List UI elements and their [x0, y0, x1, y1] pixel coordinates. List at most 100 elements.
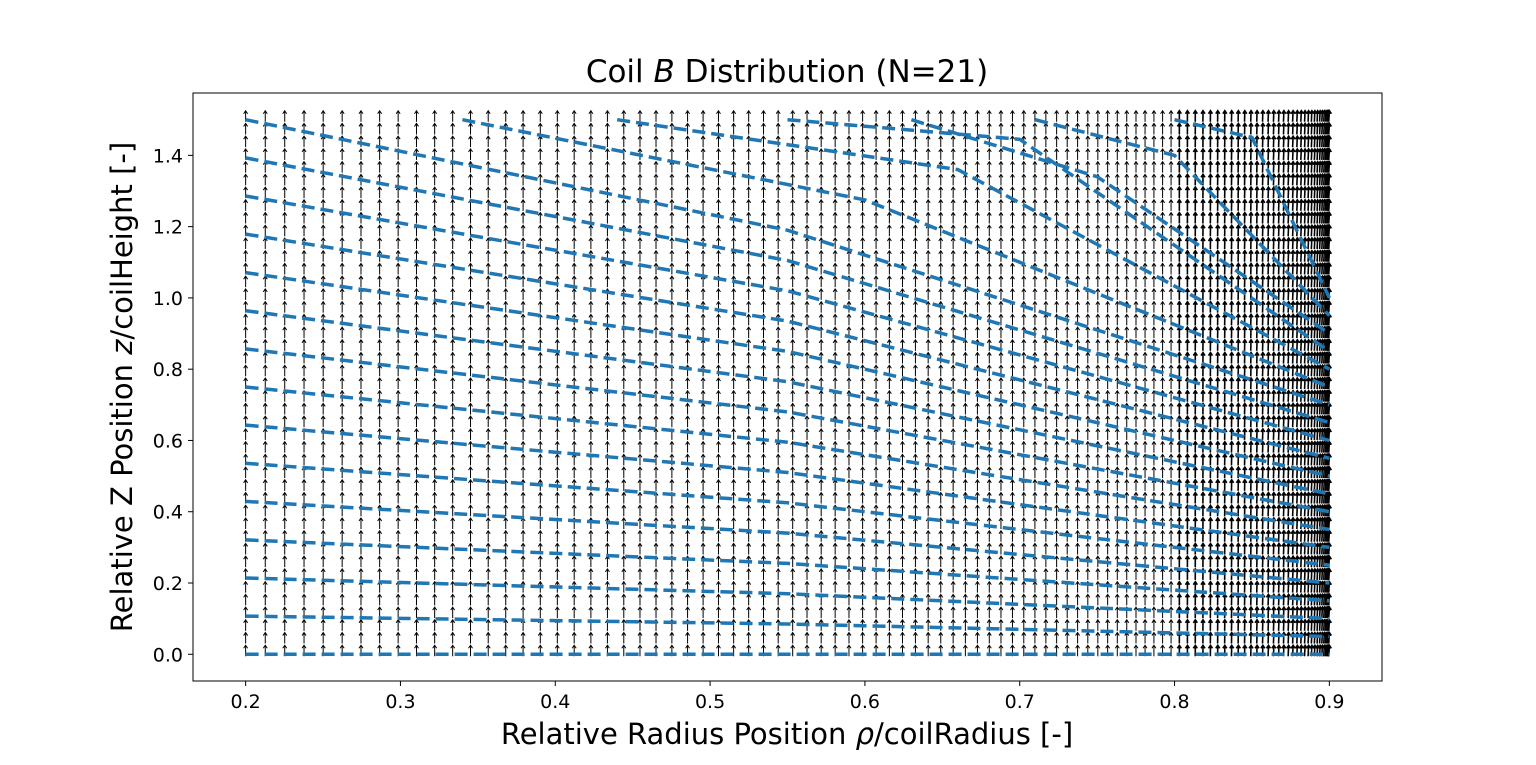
- quiver-arrow: [243, 211, 249, 224]
- quiver-arrow: [775, 542, 781, 555]
- quiver-arrow: [986, 631, 992, 644]
- quiver-arrow: [1105, 593, 1111, 606]
- quiver-arrow: [637, 377, 643, 389]
- quiver-arrow: [1054, 262, 1060, 275]
- quiver-arrow: [621, 593, 627, 606]
- quiver-arrow: [468, 389, 473, 402]
- quiver-column: [1085, 109, 1091, 657]
- quiver-arrow: [605, 148, 610, 160]
- quiver-arrow: [301, 109, 307, 122]
- quiver-arrow: [1184, 363, 1191, 377]
- quiver-arrow: [731, 644, 737, 657]
- quiver-arrow: [1124, 415, 1130, 428]
- quiver-arrow: [450, 542, 456, 555]
- quiver-arrow: [1298, 211, 1304, 224]
- quiver-arrow: [1095, 198, 1101, 211]
- quiver-arrow: [262, 580, 268, 593]
- quiver-arrow: [731, 428, 737, 440]
- quiver-arrow: [637, 389, 643, 402]
- quiver-arrow: [1192, 198, 1198, 211]
- quiver-arrow: [1133, 529, 1139, 542]
- quiver-arrow: [1054, 644, 1060, 657]
- quiver-arrow: [1294, 287, 1300, 300]
- quiver-arrow: [998, 529, 1004, 542]
- quiver-arrow: [282, 249, 288, 262]
- quiver-arrow: [320, 148, 326, 160]
- quiver-arrow: [912, 148, 918, 160]
- quiver-arrow: [450, 288, 456, 300]
- quiver-arrow: [1229, 198, 1235, 211]
- quiver-arrow: [1133, 504, 1139, 517]
- quiver-arrow: [1271, 134, 1277, 148]
- quiver-column: [1043, 109, 1049, 657]
- quiver-arrow: [1260, 503, 1266, 517]
- quiver-arrow: [1176, 122, 1183, 135]
- quiver-arrow: [637, 237, 643, 249]
- quiver-arrow: [860, 237, 866, 249]
- quiver-arrow: [873, 631, 879, 644]
- quiver-column: [716, 109, 721, 657]
- quiver-arrow: [1184, 592, 1191, 606]
- quiver-arrow: [621, 440, 627, 453]
- quiver-arrow: [520, 453, 526, 466]
- quiver-arrow: [998, 555, 1004, 568]
- quiver-arrow: [1064, 262, 1070, 275]
- quiver-arrow: [700, 389, 706, 402]
- y-tick-label: 1.2: [153, 217, 183, 239]
- quiver-arrow: [1114, 618, 1120, 631]
- quiver-arrow: [503, 338, 509, 351]
- quiver-arrow: [900, 631, 905, 644]
- quiver-arrow: [414, 237, 419, 249]
- quiver-column: [1168, 109, 1174, 657]
- quiver-arrow: [1265, 134, 1272, 148]
- quiver-arrow: [358, 453, 364, 466]
- quiver-arrow: [669, 377, 675, 389]
- quiver-arrow: [1010, 109, 1015, 122]
- quiver-arrow: [1285, 529, 1292, 542]
- quiver-arrow: [468, 364, 473, 377]
- quiver-arrow: [746, 568, 752, 580]
- quiver-arrow: [1054, 300, 1060, 313]
- quiver-arrow: [1142, 275, 1148, 288]
- quiver-arrow: [912, 173, 918, 186]
- quiver-arrow: [468, 262, 473, 275]
- quiver-arrow: [860, 402, 866, 415]
- quiver-arrow: [588, 148, 594, 160]
- quiver-arrow: [1229, 223, 1235, 237]
- quiver-arrow: [804, 517, 810, 529]
- quiver-arrow: [1176, 147, 1183, 160]
- quiver-arrow: [468, 466, 473, 479]
- quiver-arrow: [1229, 287, 1235, 300]
- quiver-arrow: [377, 529, 383, 542]
- quiver-arrow: [1271, 491, 1277, 504]
- quiver-arrow: [1229, 554, 1235, 568]
- quiver-arrow: [900, 148, 905, 160]
- quiver-arrow: [1285, 414, 1292, 428]
- quiver-arrow: [761, 224, 766, 237]
- quiver-arrow: [621, 198, 627, 211]
- quiver-arrow: [1010, 606, 1015, 619]
- quiver-arrow: [860, 580, 866, 593]
- quiver-arrow: [637, 593, 643, 606]
- quiver-arrow: [1281, 465, 1287, 479]
- quiver-arrow: [925, 440, 931, 453]
- quiver-arrow: [790, 606, 796, 619]
- quiver-arrow: [243, 313, 249, 326]
- quiver-column: [1021, 109, 1027, 657]
- quiver-arrow: [377, 122, 383, 135]
- quiver-arrow: [1124, 364, 1130, 377]
- quiver-arrow: [1124, 122, 1130, 135]
- quiver-arrow: [1105, 160, 1111, 173]
- quiver-arrow: [1260, 580, 1266, 593]
- quiver-arrow: [1290, 414, 1296, 428]
- quiver-arrow: [468, 568, 473, 580]
- quiver-arrow: [339, 618, 345, 631]
- quiver-arrow: [605, 542, 610, 555]
- quiver-arrow: [1229, 414, 1235, 428]
- y-tick-label: 1.0: [153, 288, 183, 310]
- quiver-arrow: [873, 491, 879, 504]
- quiver-arrow: [1222, 376, 1228, 390]
- quiver-arrow: [1265, 465, 1272, 479]
- quiver-column: [1184, 109, 1191, 657]
- quiver-arrow: [450, 504, 456, 517]
